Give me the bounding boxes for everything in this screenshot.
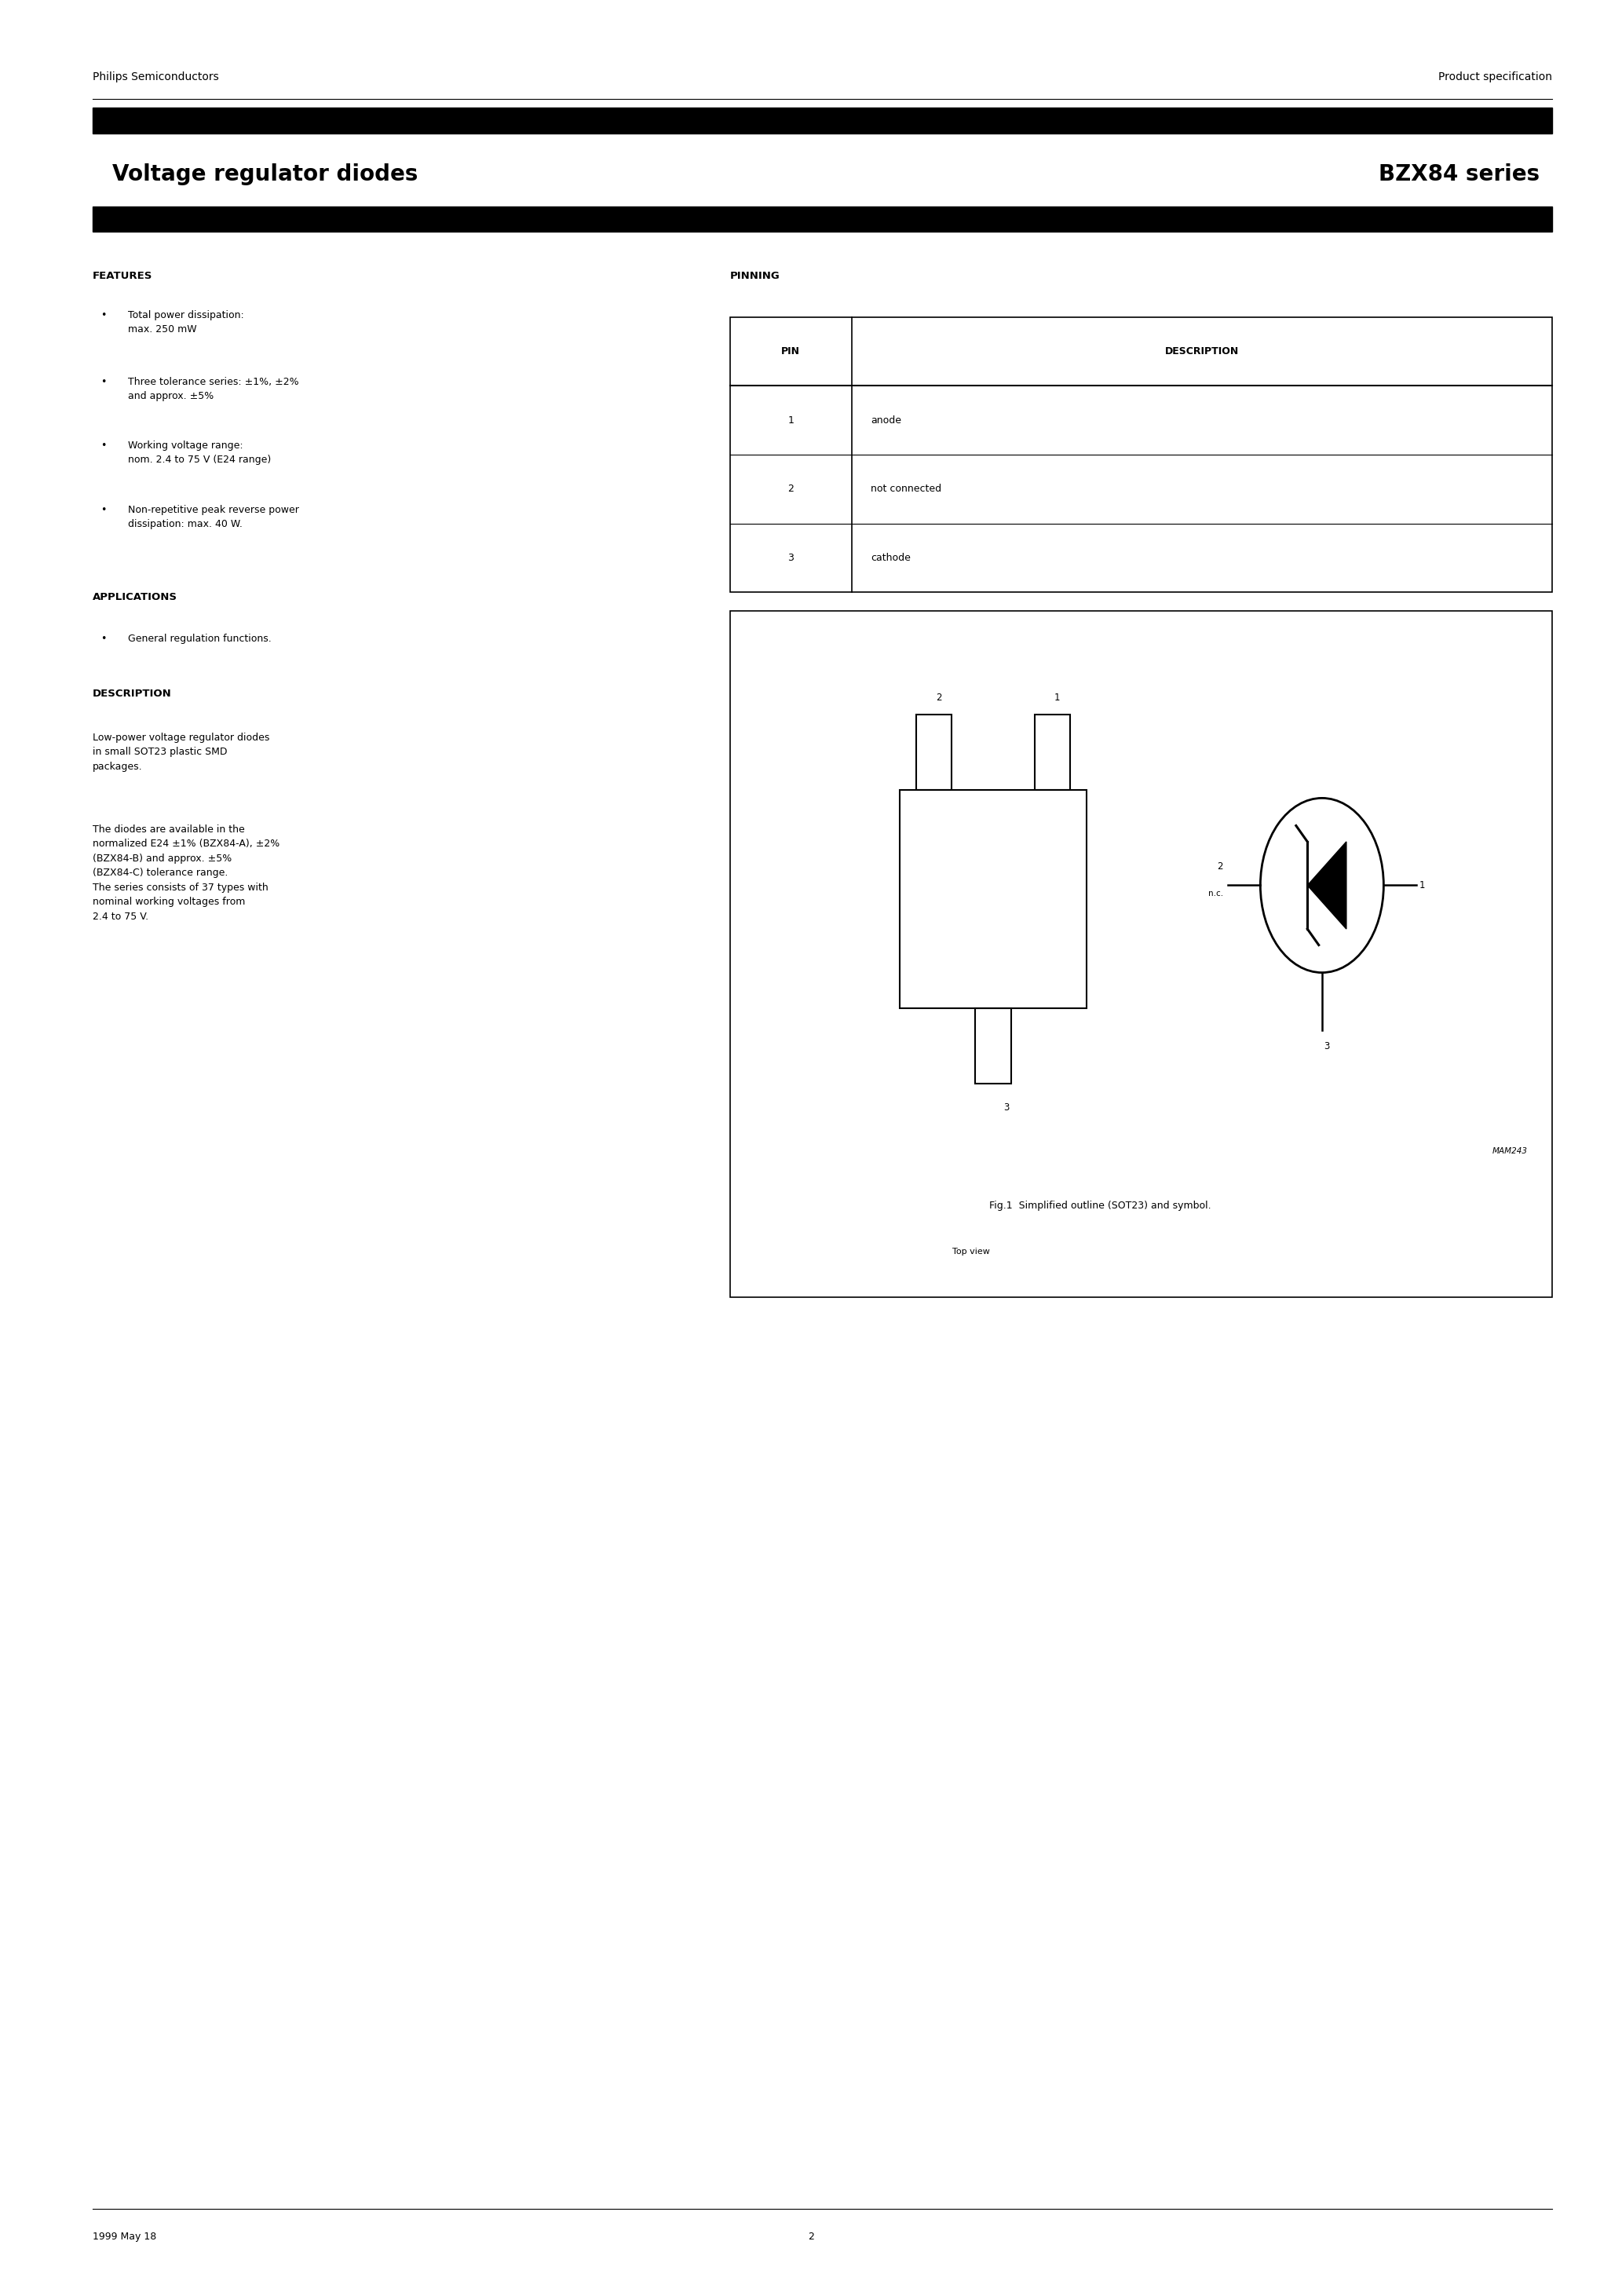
Text: 3: 3 — [788, 553, 793, 563]
Bar — [975, 1008, 1011, 1084]
Text: anode: anode — [871, 416, 902, 425]
Text: Philips Semiconductors: Philips Semiconductors — [92, 71, 219, 83]
Text: FEATURES: FEATURES — [92, 271, 152, 280]
Text: n.c.: n.c. — [1208, 891, 1223, 898]
Text: Low-power voltage regulator diodes
in small SOT23 plastic SMD
packages.: Low-power voltage regulator diodes in sm… — [92, 732, 269, 771]
Text: 2: 2 — [788, 484, 793, 494]
Text: 1: 1 — [1054, 693, 1061, 703]
Text: Product specification: Product specification — [1439, 71, 1552, 83]
Text: •: • — [101, 310, 107, 319]
Text: Non-repetitive peak reverse power
dissipation: max. 40 W.: Non-repetitive peak reverse power dissip… — [128, 505, 298, 530]
Bar — [730, 611, 1552, 1297]
Text: MAM243: MAM243 — [1492, 1148, 1528, 1155]
Text: 1: 1 — [788, 416, 793, 425]
Text: Top view: Top view — [952, 1249, 989, 1256]
Bar — [92, 108, 1552, 133]
Text: Voltage regulator diodes: Voltage regulator diodes — [112, 163, 417, 186]
Text: DESCRIPTION: DESCRIPTION — [1165, 347, 1239, 356]
Text: •: • — [101, 441, 107, 450]
Text: PINNING: PINNING — [730, 271, 780, 280]
Text: BZX84 series: BZX84 series — [1379, 163, 1539, 186]
Text: cathode: cathode — [871, 553, 912, 563]
Text: 2: 2 — [1216, 861, 1223, 872]
Text: 3: 3 — [1002, 1102, 1009, 1114]
Text: •: • — [101, 505, 107, 514]
Text: DESCRIPTION: DESCRIPTION — [92, 689, 172, 698]
Text: 2: 2 — [808, 2232, 814, 2241]
Text: Fig.1  Simplified outline (SOT23) and symbol.: Fig.1 Simplified outline (SOT23) and sym… — [989, 1201, 1212, 1210]
Text: 2: 2 — [936, 693, 942, 703]
Text: •: • — [101, 634, 107, 643]
Text: APPLICATIONS: APPLICATIONS — [92, 592, 177, 602]
Text: not connected: not connected — [871, 484, 942, 494]
Bar — [730, 317, 1552, 592]
Text: The diodes are available in the
normalized E24 ±1% (BZX84-A), ±2%
(BZX84-B) and : The diodes are available in the normaliz… — [92, 824, 279, 921]
Text: PIN: PIN — [782, 347, 800, 356]
Bar — [900, 790, 1087, 1008]
Bar — [916, 714, 952, 790]
Text: Three tolerance series: ±1%, ±2%
and approx. ±5%: Three tolerance series: ±1%, ±2% and app… — [128, 377, 298, 402]
Text: •: • — [101, 377, 107, 386]
Text: Working voltage range:
nom. 2.4 to 75 V (E24 range): Working voltage range: nom. 2.4 to 75 V … — [128, 441, 271, 466]
Text: 1999 May 18: 1999 May 18 — [92, 2232, 156, 2241]
Text: Total power dissipation:
max. 250 mW: Total power dissipation: max. 250 mW — [128, 310, 245, 335]
Polygon shape — [1307, 843, 1346, 930]
Bar — [1035, 714, 1071, 790]
Text: 3: 3 — [1324, 1042, 1330, 1052]
Bar — [92, 207, 1552, 232]
Text: 1: 1 — [1419, 879, 1426, 891]
Text: General regulation functions.: General regulation functions. — [128, 634, 271, 643]
